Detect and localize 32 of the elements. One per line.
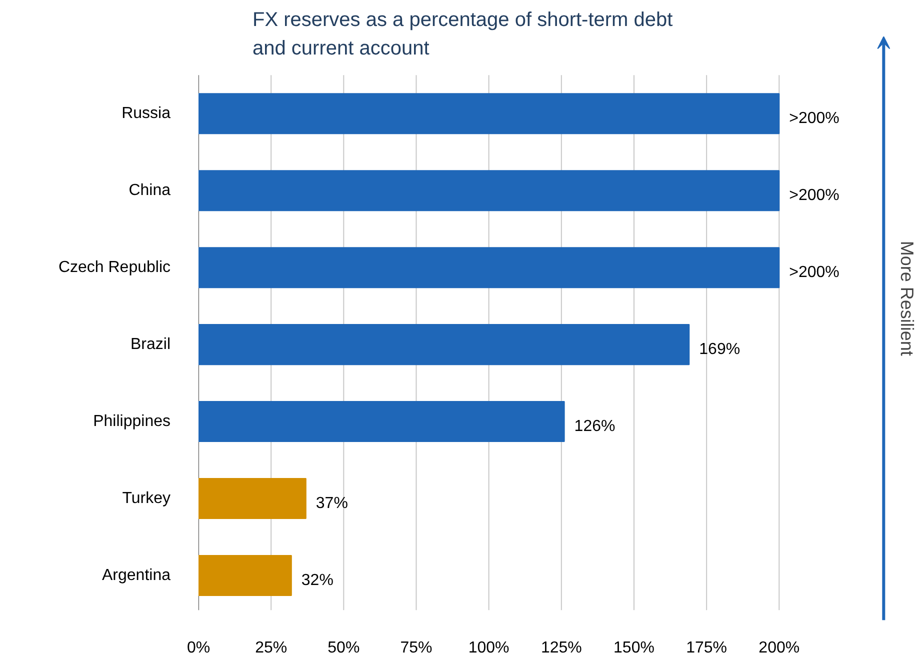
- x-tick-label: 125%: [540, 640, 582, 656]
- y-tick-label: Czech Republic: [58, 259, 171, 276]
- x-tick-label: 75%: [400, 640, 432, 656]
- x-tick-label: 0%: [186, 640, 210, 656]
- bar: [198, 324, 690, 366]
- bar: [198, 247, 780, 288]
- y-tick-label: Argentina: [102, 566, 171, 584]
- bar: [198, 93, 780, 134]
- x-tick-label: 175%: [686, 640, 728, 656]
- data-label: 126%: [574, 418, 616, 436]
- text: More Resilient: [896, 240, 917, 356]
- data-label: 32%: [301, 572, 334, 589]
- bar: [198, 170, 780, 212]
- bar: [198, 478, 306, 520]
- x-tick-label: 150%: [614, 640, 654, 656]
- chart-title: FX reserves as a percentage of short-term debt and current account: [252, 8, 674, 60]
- y-tick-label: Turkey: [122, 490, 171, 507]
- x-tick-label: 100%: [468, 640, 510, 656]
- data-label: >200%: [789, 187, 840, 204]
- y-tick-label: Russia: [122, 105, 171, 122]
- data-label: 169%: [699, 341, 740, 358]
- data-label: >200%: [789, 110, 840, 128]
- y-tick-label: Philippines: [93, 413, 171, 430]
- x-tick-label: 200%: [758, 640, 800, 656]
- y-tick-label: China: [128, 182, 171, 200]
- y-tick-label: Brazil: [130, 336, 171, 354]
- data-label: >200%: [789, 264, 840, 282]
- data-label: 37%: [316, 495, 348, 512]
- bar: [198, 554, 292, 596]
- x-tick-label: 25%: [255, 640, 288, 656]
- bar: [198, 401, 565, 442]
- x-tick-label: 50%: [328, 640, 360, 656]
